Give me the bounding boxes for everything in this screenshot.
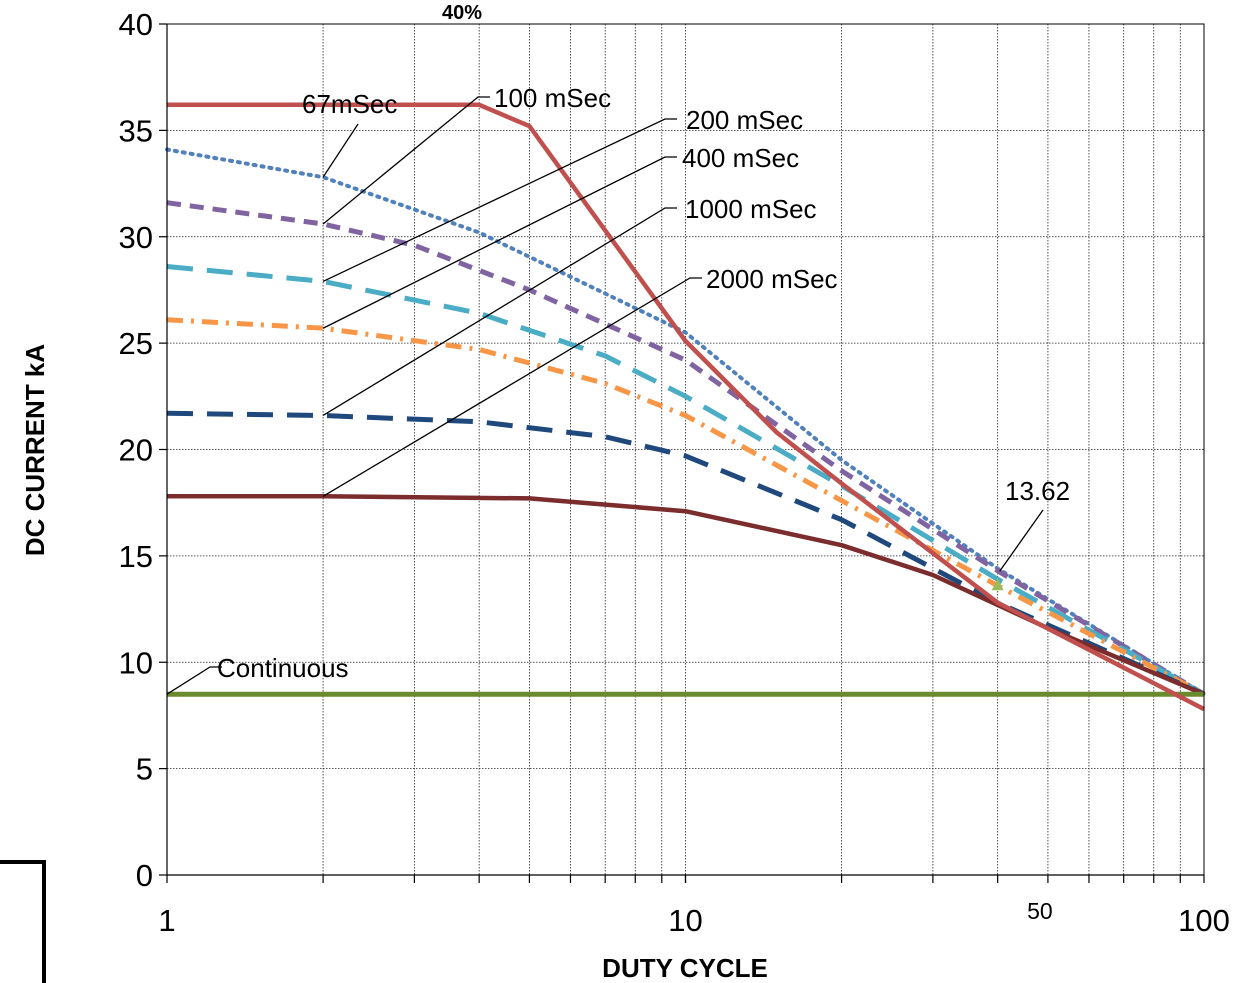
annotation-label: 100 mSec: [494, 83, 611, 113]
annotation-leader-line: [322, 118, 677, 283]
x-axis-title: DUTY CYCLE: [602, 953, 768, 983]
y-tick-label: 0: [136, 858, 153, 893]
annotation-leader-line: [322, 156, 677, 329]
y-tick-label: 35: [119, 113, 153, 148]
annotation-label: 67mSec: [302, 89, 397, 119]
y-tick-label: 5: [136, 752, 153, 787]
annotation-leader-line: [322, 96, 490, 225]
annotation-leader-line: [999, 509, 1044, 572]
series-lines: [165, 102, 1206, 712]
y-tick-label: 25: [119, 326, 153, 361]
annotation-leader-line: [322, 207, 677, 417]
y-axis-title: DC CURRENT kA: [20, 344, 50, 557]
y-tick-label: 15: [119, 539, 153, 574]
y-tick-label: 40: [119, 7, 153, 42]
annotation-label: 400 mSec: [682, 143, 799, 173]
annotations: 67mSec 100 mSec 200 mSec 400 mSec 1000 mSec 2…: [166, 83, 1070, 695]
annotation-label: 2000 mSec: [706, 264, 838, 294]
top-note: 40%: [442, 2, 482, 24]
annotation-label: 1000 mSec: [685, 194, 817, 224]
annotation-leader-line: [166, 666, 222, 695]
series-line-100-msec: [166, 200, 1206, 697]
series-line-400-msec: [166, 317, 1206, 697]
highlight-point-marker: [991, 578, 1004, 591]
y-tick-label: 30: [119, 220, 153, 255]
x-tick-label: 100: [1178, 903, 1230, 938]
series-line-1000-msec: [166, 410, 1206, 697]
axes: 0 5 10 15 20 25 30 35 40 1 10 50 100: [119, 7, 1230, 938]
y-tick-label: 20: [119, 433, 153, 468]
annotation-leader-line: [322, 277, 702, 497]
series-line-200-msec: [166, 264, 1206, 697]
annotation-label: 200 mSec: [686, 105, 803, 135]
x-tick-label: 1: [158, 903, 175, 938]
annotation-label: 13.62: [1005, 476, 1070, 506]
corner-mark: [0, 860, 46, 983]
annotation-leader-line: [322, 123, 359, 178]
x-tick-label: 50: [1027, 898, 1053, 924]
x-tick-label: 10: [668, 903, 702, 938]
y-tick-label: 10: [119, 645, 153, 680]
annotation-label: Continuous: [217, 653, 349, 683]
series-line-unnamed: [167, 102, 1206, 712]
